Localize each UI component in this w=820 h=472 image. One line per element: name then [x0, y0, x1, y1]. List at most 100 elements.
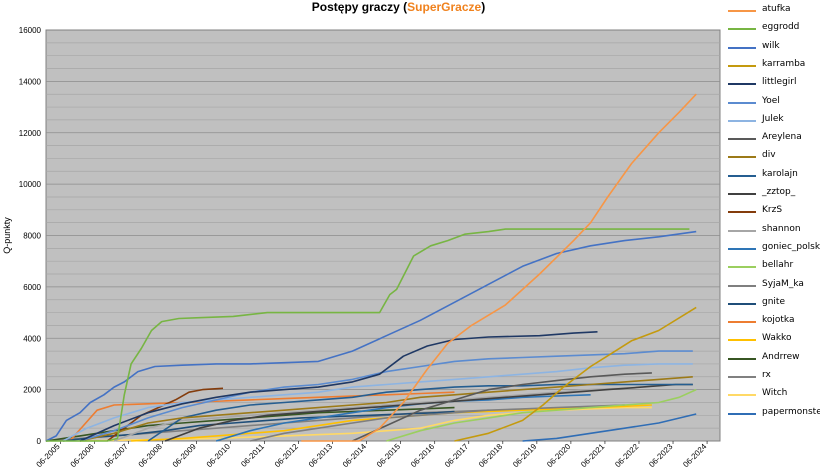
- legend-label: shannon: [762, 223, 801, 234]
- legend-swatch: [728, 119, 756, 122]
- legend-item: KrzS: [728, 203, 820, 221]
- legend-item: karolajn: [728, 167, 820, 185]
- gridlines: [46, 42, 720, 429]
- legend-label: kojotka: [762, 315, 795, 326]
- chart-title-brand: SuperGracze: [407, 0, 482, 14]
- series-line-div: [79, 376, 693, 442]
- legend-item: goniec_polski: [728, 240, 820, 258]
- x-tick-label: 06-2013: [307, 442, 335, 470]
- series-line-areylena: [352, 372, 652, 442]
- series-line-littlegirl: [79, 331, 598, 442]
- legend-label: KrzS: [762, 205, 783, 216]
- legend-item: karramba: [728, 57, 820, 75]
- series-line-papermonster82: [522, 413, 697, 442]
- x-tick-label: 06-2022: [613, 442, 641, 470]
- legend-label: div: [762, 150, 776, 161]
- legend-label: SyjaM_ka: [762, 278, 804, 289]
- y-tick-label: 0: [37, 437, 42, 446]
- x-tick-label: 06-2017: [443, 442, 471, 470]
- legend-item: Julek: [728, 112, 820, 130]
- x-tick-label: 06-2021: [579, 442, 607, 470]
- x-tick-label: 06-2015: [375, 442, 403, 470]
- legend-label: gnite: [762, 296, 785, 307]
- series-line-syjam-ka: [250, 404, 625, 442]
- y-tick-label: 14000: [19, 77, 42, 86]
- legend-label: rx: [762, 370, 771, 380]
- series-line-eggrodd: [46, 228, 690, 442]
- x-tick-label: 06-2009: [171, 442, 199, 470]
- legend-label: goniec_polski: [762, 241, 820, 252]
- chart-title-prefix: Postępy graczy (: [311, 0, 408, 14]
- legend-label: _zztop_: [762, 187, 796, 197]
- x-tick-label: 06-2012: [273, 442, 301, 470]
- legend-item: wilk: [728, 39, 820, 57]
- series-line-karolajn: [147, 383, 693, 442]
- legend-label: karramba: [762, 58, 806, 69]
- legend-swatch: [728, 174, 756, 177]
- legend-item: eggrodd: [728, 20, 820, 38]
- y-tick-label: 16000: [19, 26, 42, 35]
- y-tick-label: 4000: [23, 334, 41, 343]
- legend-item: rx: [728, 368, 820, 386]
- series-line-julek: [62, 363, 693, 442]
- legend-swatch: [728, 156, 756, 159]
- legend-label: eggrodd: [762, 22, 800, 33]
- legend-swatch: [728, 376, 756, 378]
- x-tick-label: 06-2020: [545, 442, 573, 470]
- legend-label: Witch: [762, 388, 788, 399]
- legend-label: Wakko: [762, 333, 792, 344]
- x-tick-label: 06-2016: [409, 442, 437, 470]
- legend-item: Wakko: [728, 331, 820, 349]
- y-tick-label: 8000: [23, 232, 41, 241]
- legend-item: kojotka: [728, 313, 820, 331]
- series-line-zztop: [164, 383, 693, 442]
- legend-swatch: [728, 193, 756, 195]
- legend-item: gnite: [728, 295, 820, 313]
- series-line-yoel: [79, 350, 693, 442]
- series-line-shannon: [113, 387, 625, 442]
- legend-item: Andrrew: [728, 350, 820, 368]
- legend-label: atufka: [762, 4, 791, 14]
- legend-item: Yoel: [728, 94, 820, 112]
- legend-item: shannon: [728, 222, 820, 240]
- legend-label: Andrrew: [762, 351, 800, 362]
- legend-swatch: [728, 64, 756, 67]
- x-tick-label: 06-2023: [647, 442, 675, 470]
- legend-swatch: [728, 28, 756, 31]
- legend-item: Areylena: [728, 130, 820, 148]
- x-tick-label: 06-2014: [341, 442, 369, 470]
- legend-item: div: [728, 148, 820, 166]
- x-tick-label: 06-2019: [511, 442, 539, 470]
- legend-swatch: [728, 339, 756, 342]
- legend-label: Areylena: [762, 132, 802, 143]
- legend-swatch: [728, 266, 756, 269]
- legend-item: atufka: [728, 2, 820, 20]
- series-line-karramba: [454, 306, 697, 442]
- legend-swatch: [728, 10, 756, 12]
- legend-swatch: [728, 357, 756, 360]
- series-line-witch: [79, 406, 652, 442]
- legend-swatch: [728, 83, 756, 86]
- x-tick-label: 06-2006: [69, 442, 97, 470]
- legend-swatch: [728, 229, 756, 232]
- x-tick-label: 06-2007: [103, 442, 131, 470]
- chart-title-suffix: ): [481, 0, 486, 14]
- legend-swatch: [728, 302, 756, 305]
- legend-swatch: [728, 284, 756, 287]
- y-tick-label: 2000: [23, 386, 41, 395]
- series-line-atufka: [301, 93, 697, 442]
- x-tick-label: 06-2024: [681, 442, 709, 470]
- chart-title: Postępy graczy (SuperGracze): [0, 0, 797, 14]
- legend-swatch: [728, 321, 756, 324]
- legend-label: papermonster82: [762, 406, 820, 417]
- legend-label: Julek: [762, 113, 784, 124]
- legend-swatch: [728, 101, 756, 104]
- x-axis: 06-2005 06-2006 06-2007 06-2008 06-2009 06-20…: [35, 441, 709, 469]
- x-tick-label: 06-2008: [137, 442, 165, 470]
- legend-label: littlegirl: [762, 77, 797, 88]
- series-line-bellahr: [386, 388, 697, 442]
- legend-item: bellahr: [728, 258, 820, 276]
- legend-item: _zztop_: [728, 185, 820, 203]
- y-tick-label: 12000: [19, 129, 42, 138]
- legend-swatch: [728, 138, 756, 141]
